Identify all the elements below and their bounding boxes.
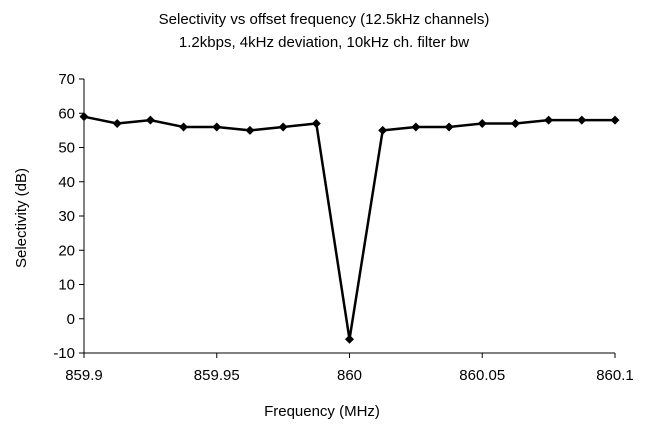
x-tick-label: 859.95 bbox=[194, 367, 240, 384]
y-axis: 70 60 50 40 30 20 10 0 -10 bbox=[53, 71, 84, 362]
series-line bbox=[83, 115, 615, 340]
data-point bbox=[145, 115, 155, 125]
y-tick-label: 50 bbox=[58, 140, 75, 157]
y-tick-label: 10 bbox=[58, 277, 75, 294]
data-point bbox=[345, 334, 354, 344]
data-point bbox=[577, 115, 587, 125]
data-point bbox=[245, 125, 255, 135]
y-tick-label: 20 bbox=[58, 242, 75, 259]
y-tick-label: -10 bbox=[53, 345, 75, 362]
y-tick-label: 70 bbox=[58, 71, 75, 88]
data-point bbox=[179, 122, 189, 132]
x-tick-label: 859.9 bbox=[65, 367, 103, 384]
data-point bbox=[311, 119, 321, 129]
chart-subtitle: 1.2kbps, 4kHz deviation, 10kHz ch. filte… bbox=[179, 34, 469, 51]
data-point bbox=[378, 125, 388, 135]
data-point bbox=[411, 122, 421, 132]
data-point bbox=[610, 115, 620, 125]
data-point bbox=[544, 115, 554, 125]
data-point bbox=[79, 112, 89, 122]
y-tick-label: 40 bbox=[58, 174, 75, 191]
y-tick-label: 30 bbox=[58, 208, 75, 225]
x-tick-label: 860.1 bbox=[596, 367, 634, 384]
x-axis: 859.9 859.95 860 860.05 860.1 bbox=[65, 353, 634, 384]
data-point bbox=[278, 122, 288, 132]
x-axis-label: Frequency (MHz) bbox=[264, 403, 380, 420]
y-axis-label: Selectivity (dB) bbox=[13, 168, 30, 268]
data-point bbox=[212, 122, 222, 132]
data-point bbox=[112, 119, 122, 129]
chart-title: Selectivity vs offset frequency (12.5kHz… bbox=[159, 11, 490, 28]
data-point bbox=[510, 119, 520, 129]
y-tick-label: 0 bbox=[67, 311, 75, 328]
x-tick-label: 860 bbox=[337, 367, 362, 384]
x-tick-label: 860.05 bbox=[459, 367, 505, 384]
y-tick-label: 60 bbox=[58, 105, 75, 122]
data-point bbox=[477, 119, 487, 129]
plot-area bbox=[79, 112, 620, 344]
data-point bbox=[444, 122, 454, 132]
